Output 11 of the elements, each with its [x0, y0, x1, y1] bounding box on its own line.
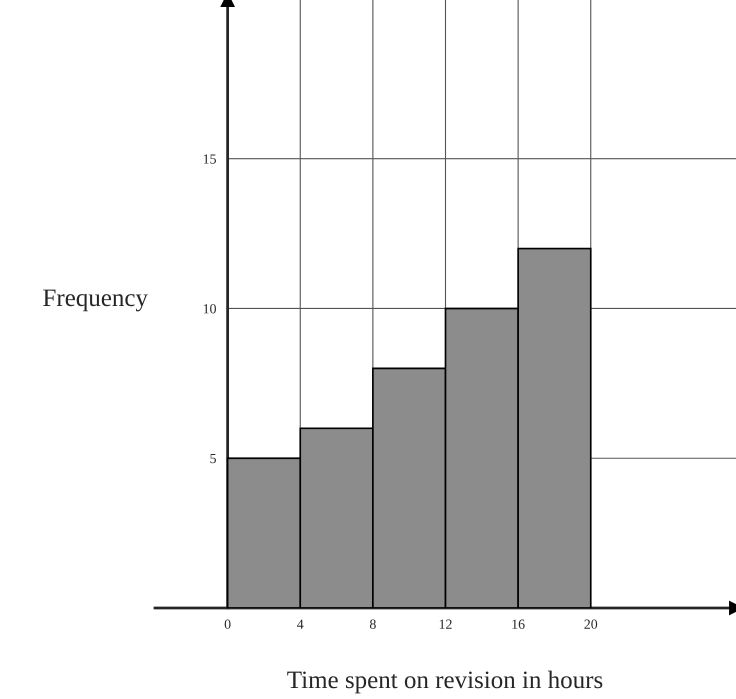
y-tick-label: 10 — [204, 304, 216, 314]
x-tick-label: 4 — [297, 620, 304, 629]
x-tick-label: 20 — [584, 620, 598, 629]
x-axis-title: Time spent on revision in hours — [287, 670, 602, 694]
y-axis-title: Frequency — [43, 290, 148, 312]
y-tick-label: 5 — [210, 454, 216, 464]
x-tick-label: 12 — [440, 620, 452, 629]
x-tick-label: 8 — [370, 620, 376, 629]
y-tick-label: 15 — [204, 154, 216, 164]
x-tick-label: 0 — [224, 620, 231, 629]
x-tick-label: 16 — [512, 620, 525, 629]
